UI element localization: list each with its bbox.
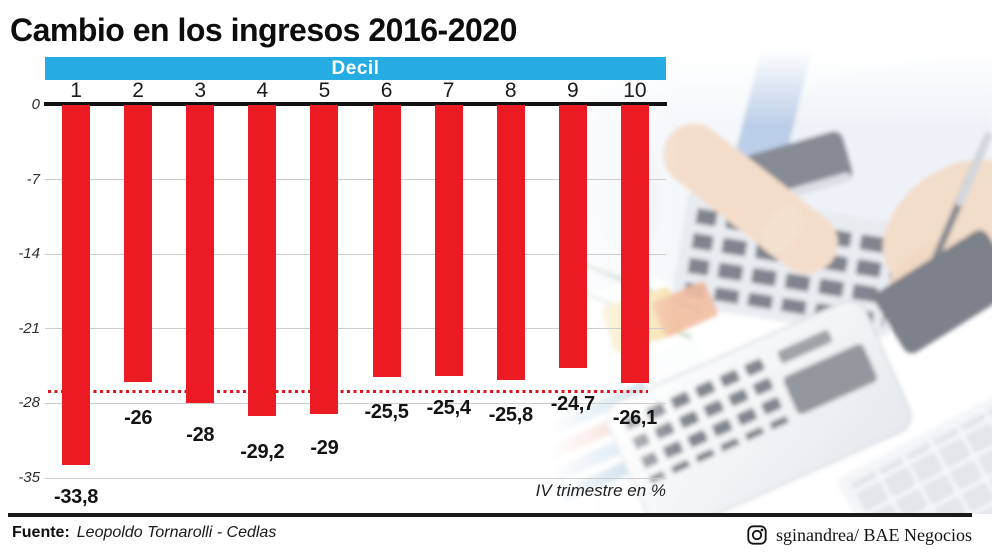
average-dotted-line: [48, 390, 648, 394]
decile-label: 7: [442, 79, 455, 102]
zero-axis-line: [44, 102, 667, 106]
photo-keyboard: [838, 374, 992, 514]
unit-note: IV trimestre en %: [535, 481, 666, 500]
bar: [124, 105, 153, 383]
bar: [496, 105, 525, 380]
bar-value-label: -25,4: [426, 397, 471, 419]
decile-label: 2: [132, 79, 144, 102]
y-gridline: [45, 477, 666, 479]
y-gridline: [45, 179, 666, 181]
decile-label: 1: [70, 79, 82, 102]
page-title: Cambio en los ingresos 2016-2020: [10, 12, 517, 48]
y-tick-label: -28: [18, 394, 40, 412]
y-tick-label: -21: [18, 319, 40, 337]
decile-label: 3: [194, 79, 207, 102]
instagram-icon: [746, 524, 768, 546]
source-credit: Fuente: Leopoldo Tornarolli - Cedlas: [12, 524, 276, 542]
decile-label: 4: [256, 79, 269, 102]
y-gridline: [45, 253, 666, 255]
bar-value-label: -29: [310, 437, 339, 459]
y-gridline: [45, 402, 666, 404]
bar: [372, 105, 401, 377]
bar-value-label: -28: [186, 424, 215, 446]
bar-value-label: -25,5: [364, 401, 409, 423]
photo-tablet: [874, 229, 992, 354]
source-label: Fuente:: [12, 524, 70, 541]
source-value: Leopoldo Tornarolli - Cedlas: [76, 524, 277, 541]
y-tick-label: 0: [31, 96, 40, 113]
background-photo: [550, 48, 992, 514]
y-tick-label: -14: [18, 245, 40, 263]
bar: [248, 105, 277, 417]
bar-value-label: -26,1: [612, 407, 657, 429]
photo-hand-pressing: [662, 123, 838, 274]
decile-label: 6: [380, 79, 393, 102]
bar-value-label: -24,7: [550, 393, 595, 415]
decile-label: 10: [623, 79, 647, 102]
bar: [310, 105, 339, 415]
y-tick-label: -7: [26, 170, 40, 188]
footer-divider: [8, 513, 972, 517]
decil-header-band: Decil: [45, 57, 666, 80]
decile-label: 8: [504, 79, 517, 102]
bar-value-label: -26: [124, 407, 153, 429]
bar-value-label: -33,8: [54, 486, 99, 508]
bar: [434, 105, 463, 376]
decile-label: 9: [567, 79, 579, 102]
decil-header-label: Decil: [331, 57, 380, 79]
bar: [558, 105, 587, 369]
bar: [62, 105, 91, 466]
publisher-credit: sginandrea/ BAE Negocios: [746, 524, 972, 546]
y-gridline: [45, 328, 666, 330]
y-tick-label: -35: [18, 469, 40, 486]
bar-value-label: -29,2: [240, 441, 285, 463]
bar: [186, 105, 215, 404]
bar-value-label: -25,8: [488, 404, 533, 426]
bar: [620, 105, 649, 384]
decile-label: 5: [318, 79, 331, 102]
credit-text: sginandrea/ BAE Negocios: [776, 524, 972, 545]
